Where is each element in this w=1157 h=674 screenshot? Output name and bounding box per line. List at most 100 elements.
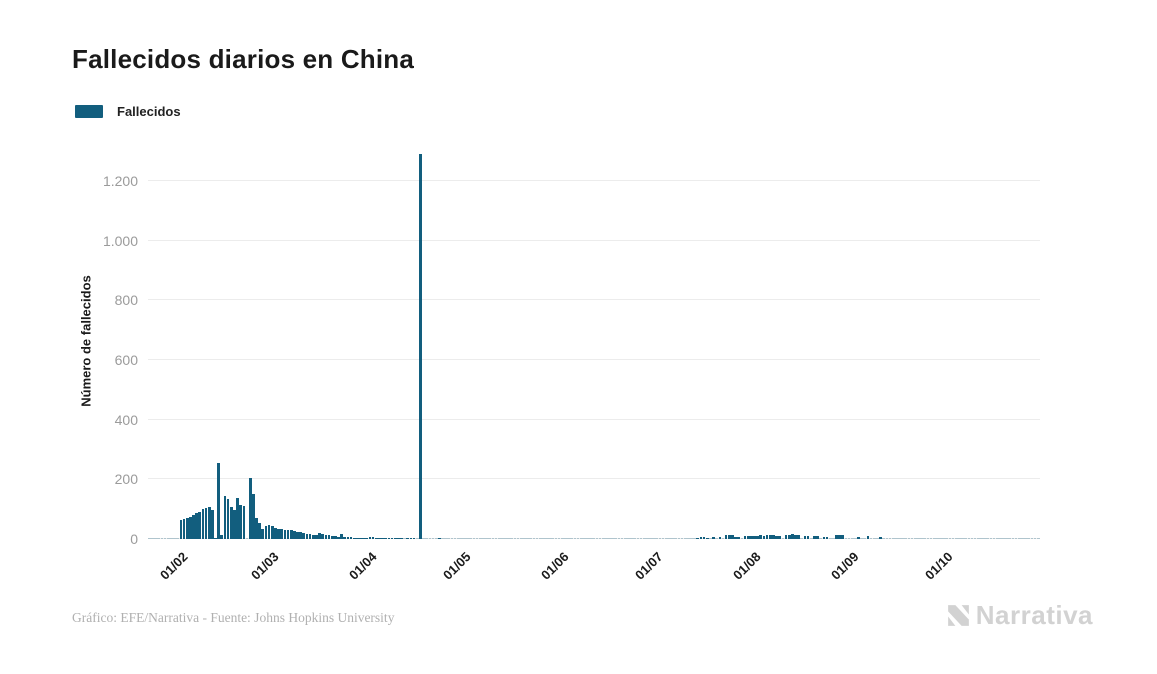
bar[interactable] bbox=[983, 537, 986, 539]
bar[interactable] bbox=[1033, 537, 1037, 539]
bar[interactable] bbox=[482, 537, 485, 539]
bar[interactable] bbox=[349, 537, 353, 539]
bar[interactable] bbox=[264, 525, 268, 539]
bar[interactable] bbox=[787, 534, 791, 539]
bar[interactable] bbox=[214, 537, 217, 539]
bar[interactable] bbox=[450, 537, 454, 539]
bar[interactable] bbox=[888, 537, 892, 539]
bar[interactable] bbox=[712, 537, 715, 539]
bar[interactable] bbox=[299, 532, 302, 539]
bar[interactable] bbox=[734, 537, 737, 539]
bar[interactable] bbox=[223, 496, 227, 539]
bar[interactable] bbox=[841, 535, 845, 539]
bar[interactable] bbox=[567, 537, 570, 539]
bar[interactable] bbox=[393, 537, 397, 539]
bar[interactable] bbox=[551, 537, 555, 539]
bar[interactable] bbox=[797, 535, 800, 539]
bar[interactable] bbox=[352, 537, 356, 539]
bar[interactable] bbox=[737, 537, 741, 539]
bar[interactable] bbox=[406, 537, 410, 539]
bar[interactable] bbox=[154, 537, 157, 539]
bar[interactable] bbox=[614, 537, 618, 539]
bar[interactable] bbox=[1005, 537, 1009, 539]
bar[interactable] bbox=[989, 537, 993, 539]
bar[interactable] bbox=[441, 537, 444, 539]
bar[interactable] bbox=[917, 537, 920, 539]
bar[interactable] bbox=[453, 537, 457, 539]
bar[interactable] bbox=[668, 537, 671, 539]
bar[interactable] bbox=[693, 537, 696, 539]
bar[interactable] bbox=[806, 536, 810, 539]
bar[interactable] bbox=[778, 536, 782, 539]
bar[interactable] bbox=[652, 537, 655, 539]
bar[interactable] bbox=[397, 537, 400, 539]
bar[interactable] bbox=[724, 535, 728, 539]
bar[interactable] bbox=[822, 536, 826, 539]
bar[interactable] bbox=[976, 537, 980, 539]
bar[interactable] bbox=[557, 537, 561, 539]
bar[interactable] bbox=[686, 537, 690, 539]
bar[interactable] bbox=[478, 537, 482, 539]
bar[interactable] bbox=[409, 537, 413, 539]
bar[interactable] bbox=[204, 507, 208, 539]
bar[interactable] bbox=[1008, 537, 1012, 539]
bar[interactable] bbox=[586, 537, 589, 539]
bar[interactable] bbox=[485, 537, 488, 539]
bar[interactable] bbox=[148, 537, 151, 539]
bar[interactable] bbox=[857, 537, 860, 539]
bar[interactable] bbox=[176, 537, 180, 539]
bar[interactable] bbox=[646, 537, 649, 539]
bar[interactable] bbox=[359, 537, 362, 539]
bar[interactable] bbox=[289, 530, 293, 539]
bar[interactable] bbox=[220, 535, 224, 539]
bar[interactable] bbox=[160, 537, 164, 539]
bar[interactable] bbox=[958, 537, 961, 539]
bar[interactable] bbox=[794, 534, 797, 539]
bar[interactable] bbox=[649, 537, 652, 539]
bar[interactable] bbox=[497, 537, 501, 539]
bar[interactable] bbox=[163, 537, 167, 539]
bar[interactable] bbox=[605, 537, 608, 539]
bar[interactable] bbox=[274, 527, 277, 539]
bar[interactable] bbox=[415, 537, 419, 539]
bar[interactable] bbox=[469, 537, 473, 539]
bar[interactable] bbox=[923, 537, 927, 539]
bar[interactable] bbox=[548, 537, 551, 539]
bar[interactable] bbox=[387, 537, 391, 539]
bar[interactable] bbox=[627, 537, 630, 539]
bar[interactable] bbox=[579, 537, 583, 539]
bar[interactable] bbox=[337, 536, 340, 539]
bar[interactable] bbox=[179, 519, 183, 539]
bar[interactable] bbox=[702, 537, 706, 539]
bar[interactable] bbox=[677, 537, 681, 539]
bar[interactable] bbox=[371, 536, 375, 539]
bar[interactable] bbox=[838, 535, 841, 539]
bar[interactable] bbox=[781, 537, 785, 539]
bar[interactable] bbox=[601, 537, 605, 539]
bar[interactable] bbox=[173, 537, 176, 539]
bar[interactable] bbox=[378, 537, 381, 539]
bar[interactable] bbox=[961, 537, 964, 539]
bar[interactable] bbox=[772, 535, 775, 539]
bar[interactable] bbox=[891, 537, 895, 539]
bar[interactable] bbox=[513, 537, 517, 539]
bar[interactable] bbox=[658, 537, 662, 539]
bar[interactable] bbox=[1011, 537, 1015, 539]
bar[interactable] bbox=[1030, 537, 1034, 539]
bar[interactable] bbox=[879, 537, 882, 539]
bar[interactable] bbox=[784, 534, 788, 539]
bar[interactable] bbox=[882, 537, 886, 539]
bar[interactable] bbox=[847, 537, 851, 539]
bar[interactable] bbox=[753, 536, 756, 539]
bar[interactable] bbox=[343, 536, 347, 539]
bar[interactable] bbox=[472, 537, 476, 539]
bar[interactable] bbox=[333, 536, 337, 539]
bar[interactable] bbox=[813, 536, 816, 539]
legend-item-fallecidos[interactable]: Fallecidos bbox=[75, 104, 181, 119]
bar[interactable] bbox=[564, 537, 567, 539]
bar[interactable] bbox=[501, 537, 504, 539]
bar[interactable] bbox=[819, 537, 823, 539]
bar[interactable] bbox=[368, 537, 372, 539]
bar[interactable] bbox=[261, 528, 265, 539]
bar[interactable] bbox=[447, 537, 451, 539]
